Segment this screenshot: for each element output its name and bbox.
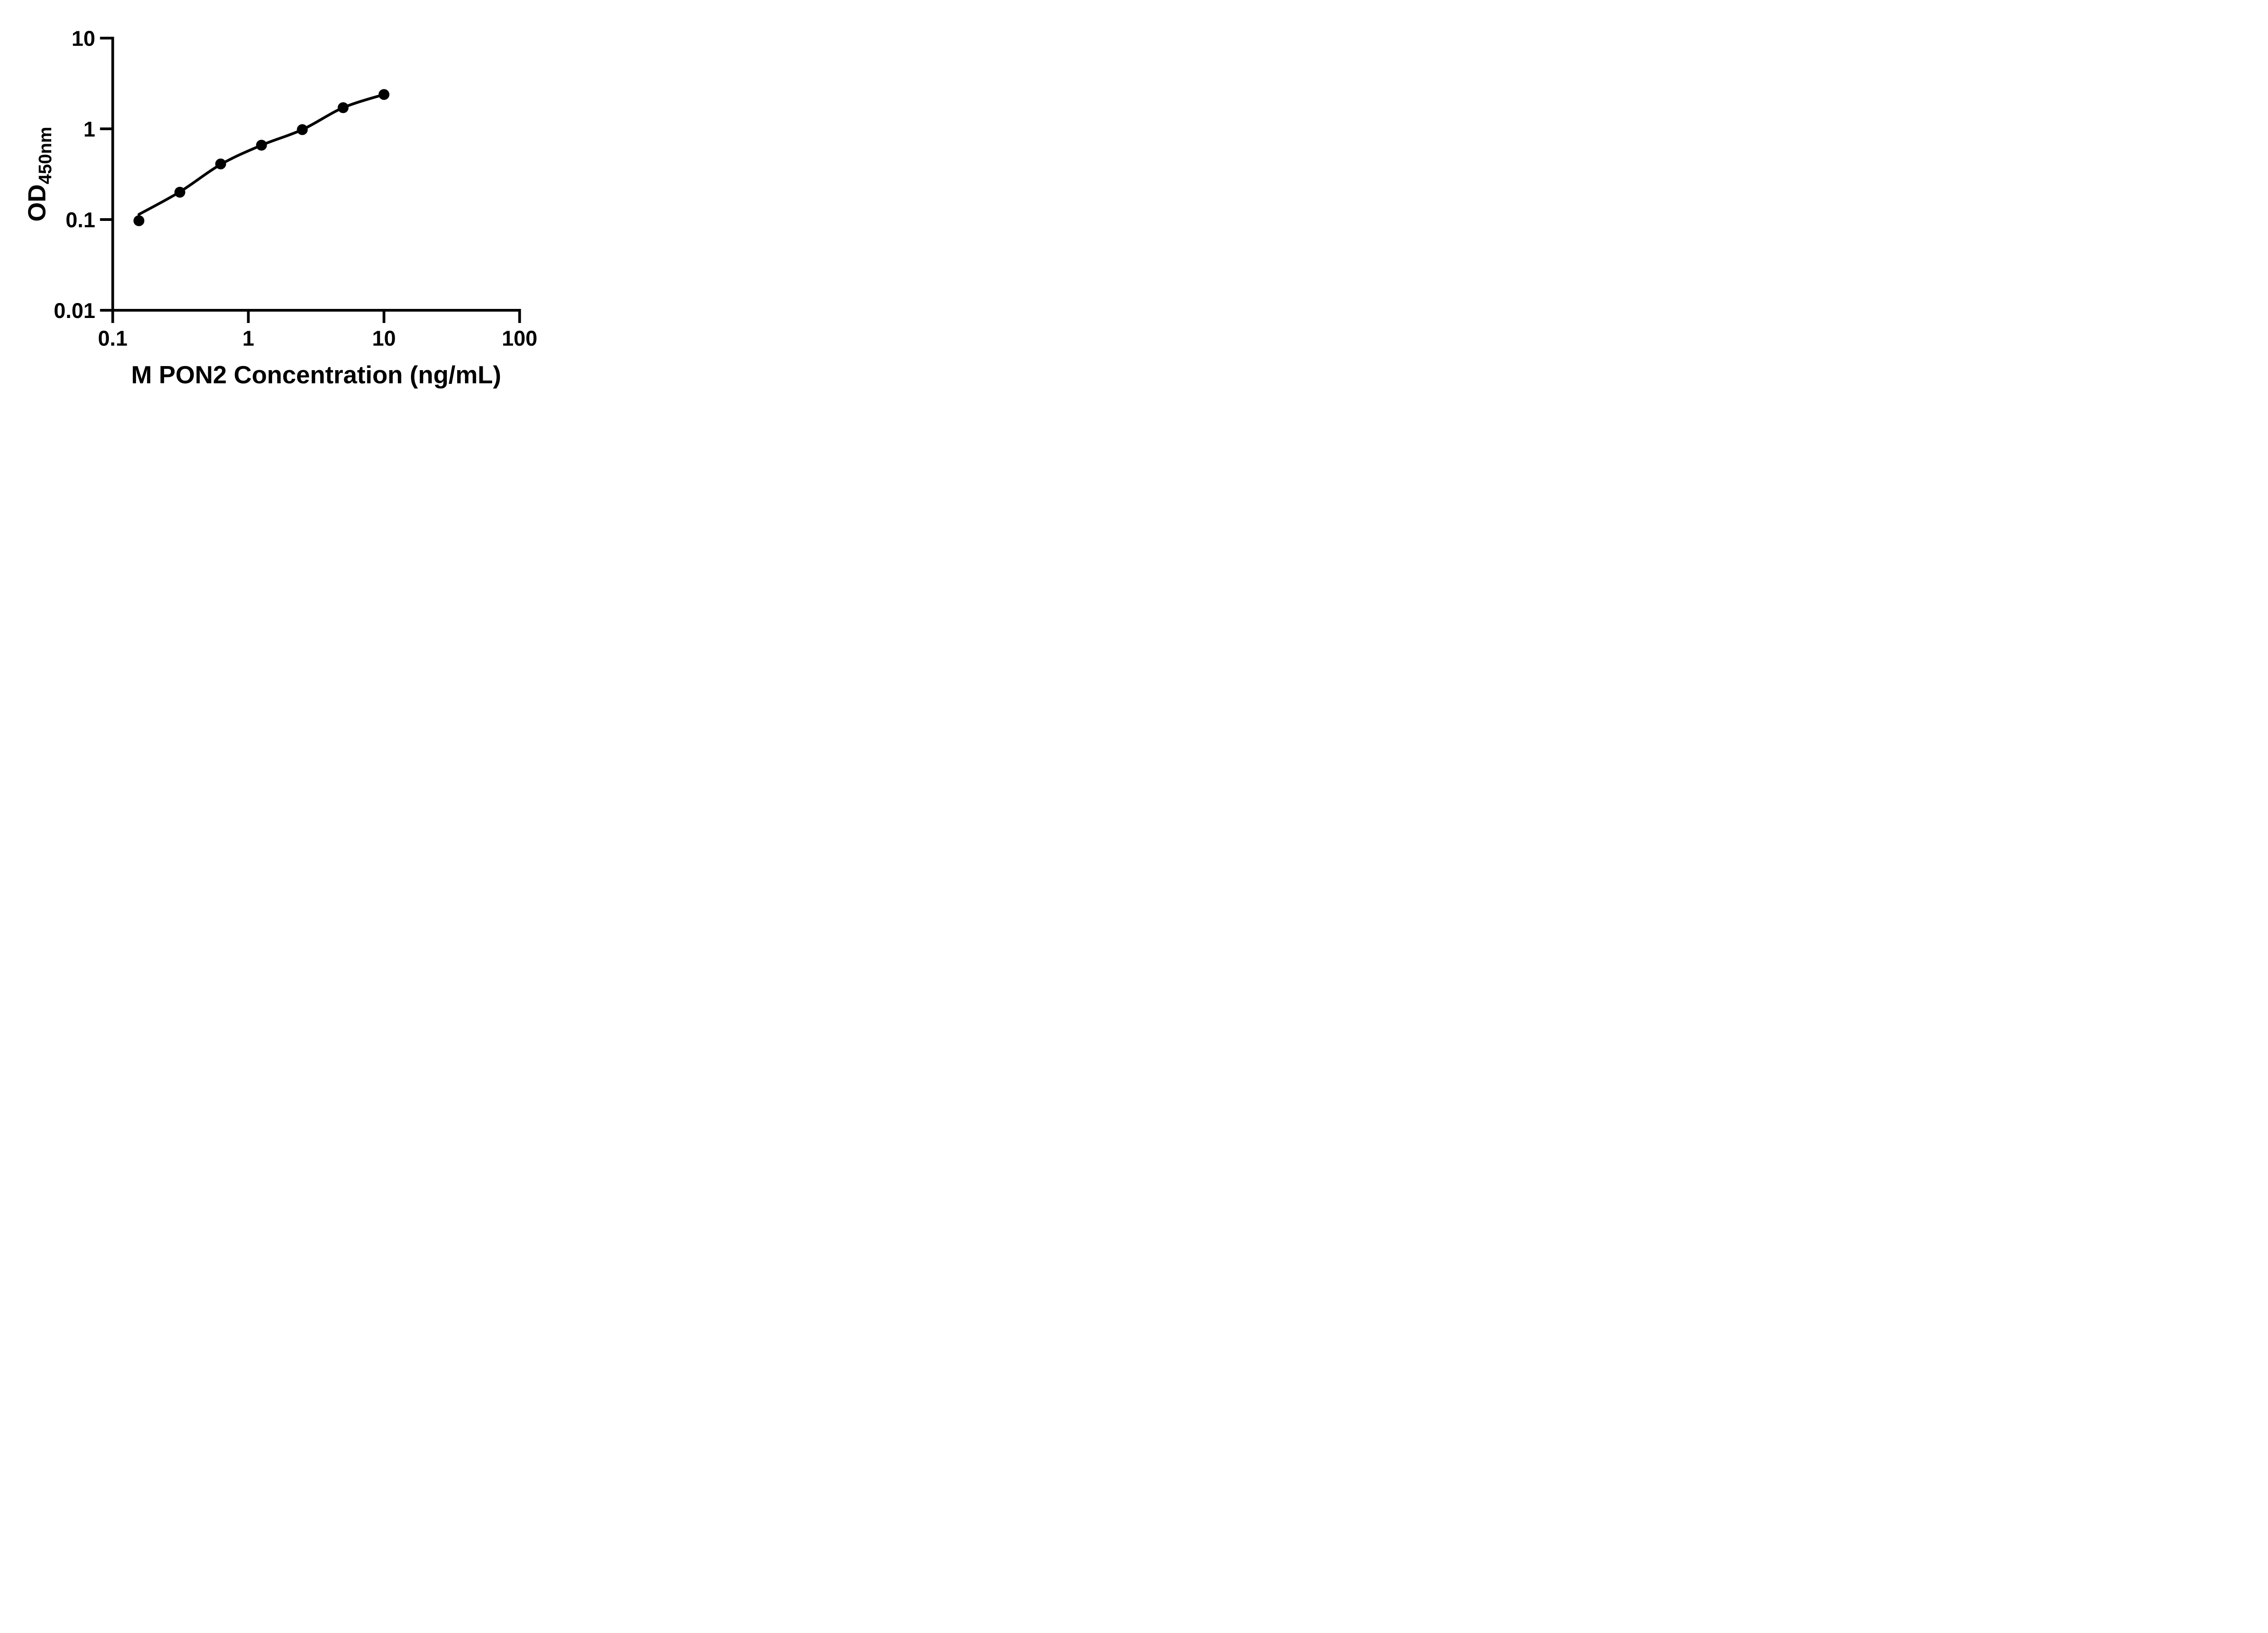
y-tick-label: 0.1	[66, 208, 95, 232]
y-tick-label: 0.01	[54, 298, 95, 323]
data-point	[256, 140, 267, 151]
axis-lines	[111, 37, 521, 312]
data-points-group	[133, 89, 390, 226]
x-tick-label: 1	[242, 326, 254, 350]
y-axis-title: OD450nm	[23, 127, 55, 221]
data-point	[215, 158, 226, 170]
axes-group	[111, 37, 521, 312]
data-point	[174, 186, 186, 198]
y-tick-label: 10	[72, 26, 95, 50]
x-tick-label: 0.1	[98, 326, 127, 350]
x-tick-label: 100	[502, 326, 537, 350]
x-axis-title: M PON2 Concentration (ng/mL)	[131, 361, 501, 389]
y-tick-label: 1	[83, 117, 95, 141]
ticks-group	[100, 37, 521, 323]
axis-titles-group: M PON2 Concentration (ng/mL) OD450nm	[23, 127, 501, 389]
x-tick-label: 10	[372, 326, 396, 350]
fit-curve	[137, 93, 386, 216]
data-point	[378, 89, 390, 100]
data-point	[133, 215, 145, 226]
fit-curve-group	[137, 93, 386, 216]
y-axis-title-base: OD	[23, 184, 51, 222]
data-point	[297, 124, 308, 135]
figure-canvas: 0.01 0.1 1 10 0.1 1 10 100 M PON2 Concentration…	[0, 0, 583, 408]
data-point	[337, 102, 349, 113]
y-axis-title-subscript: 450nm	[35, 127, 55, 184]
